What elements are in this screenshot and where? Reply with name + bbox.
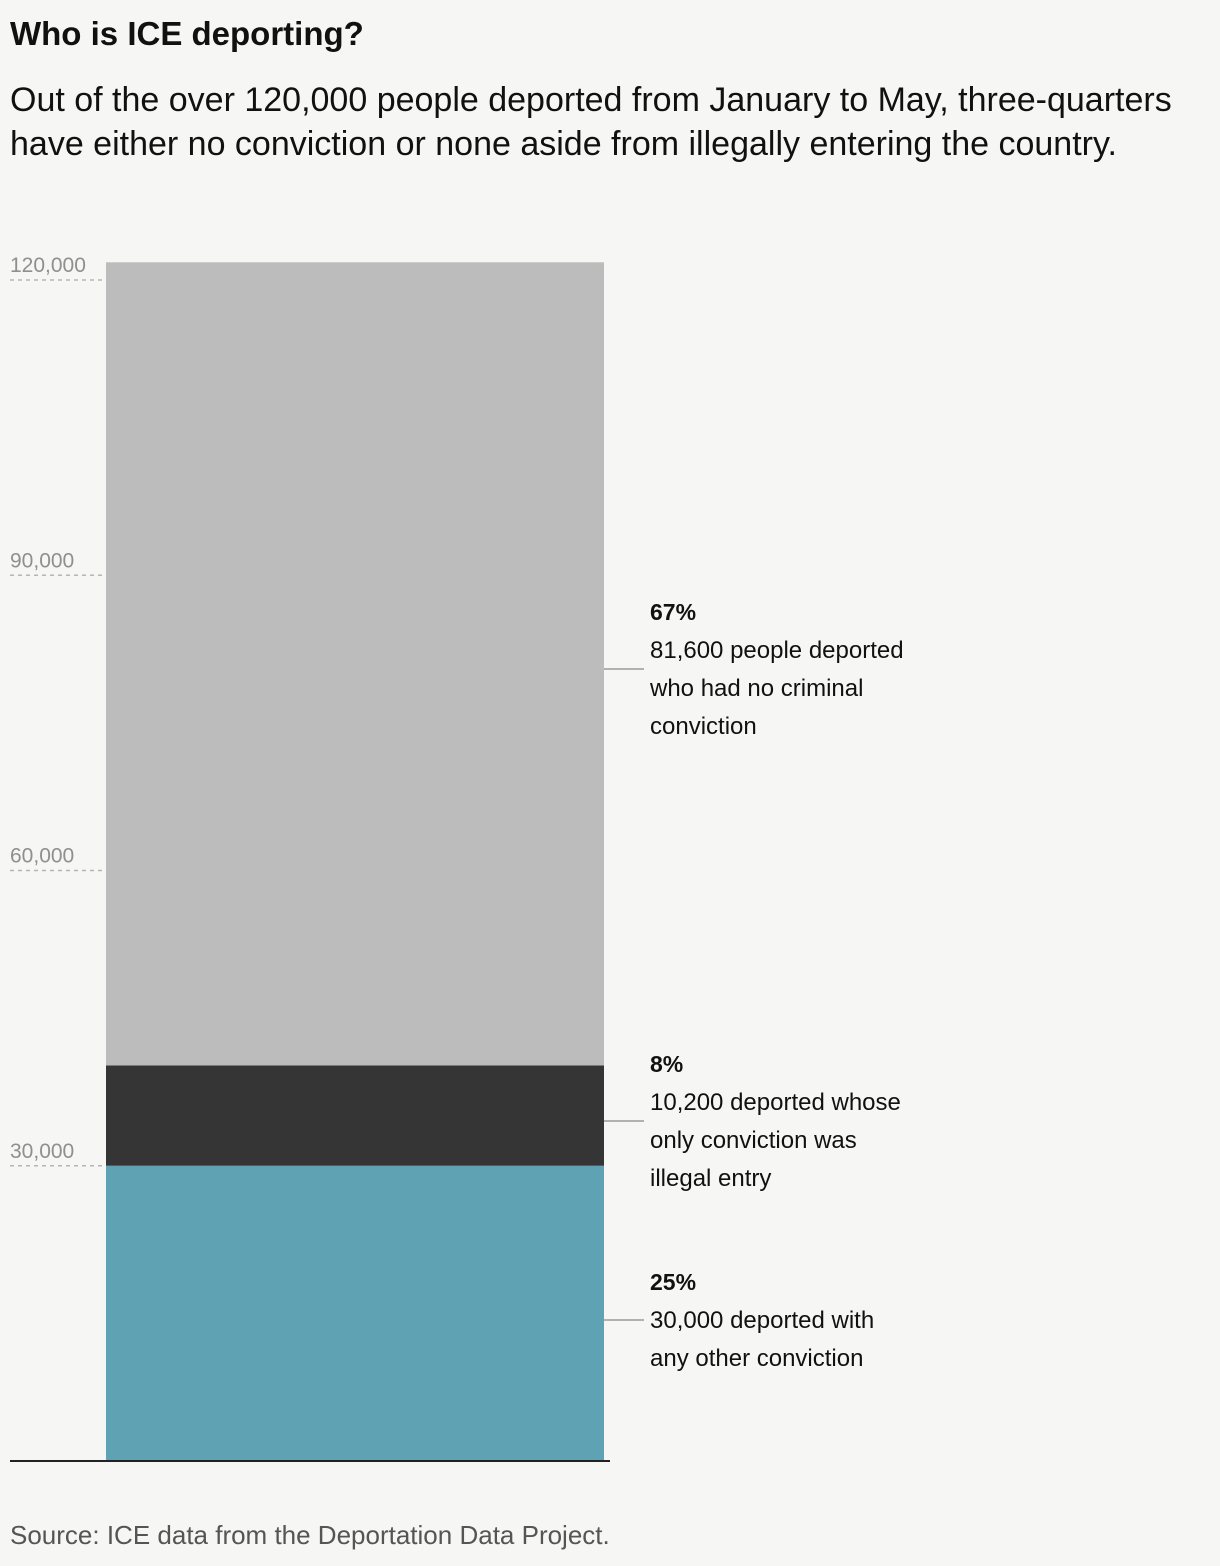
annotation-text: only conviction was [650,1127,857,1154]
bar-segment [106,262,604,1066]
annotation-text: conviction [650,713,757,740]
y-tick-label: 120,000 [10,254,86,277]
y-tick-label: 30,000 [10,1140,74,1163]
bar-segment [106,1065,604,1166]
stacked-bar-chart: 30,000 60,000 90,000 120,000 25% 30,000 depo… [10,254,904,1462]
bar-segments [106,262,604,1461]
y-tick-label: 60,000 [10,845,74,868]
annotation-text: 30,000 deported with [650,1307,874,1334]
annotation-text: 81,600 people deported [650,637,904,664]
annotations: 25% 30,000 deported with any other convict… [604,599,904,1372]
bar-segment [106,1165,604,1461]
annotation-text: any other conviction [650,1345,863,1372]
source-note: Source: ICE data from the Deportation Da… [10,1520,610,1550]
chart-title: Who is ICE deporting? [10,15,364,52]
y-axis: 30,000 60,000 90,000 120,000 [10,254,106,1167]
annotation-text: who had no criminal [649,675,863,702]
annotation-text: illegal entry [650,1165,771,1192]
y-tick-label: 90,000 [10,549,74,572]
annotation-percent: 67% [650,599,696,625]
annotation-percent: 25% [650,1269,696,1295]
annotation-percent: 8% [650,1051,683,1077]
chart-subtitle: Out of the over 120,000 people deported … [10,81,1172,163]
annotation-text: 10,200 deported whose [650,1089,901,1116]
